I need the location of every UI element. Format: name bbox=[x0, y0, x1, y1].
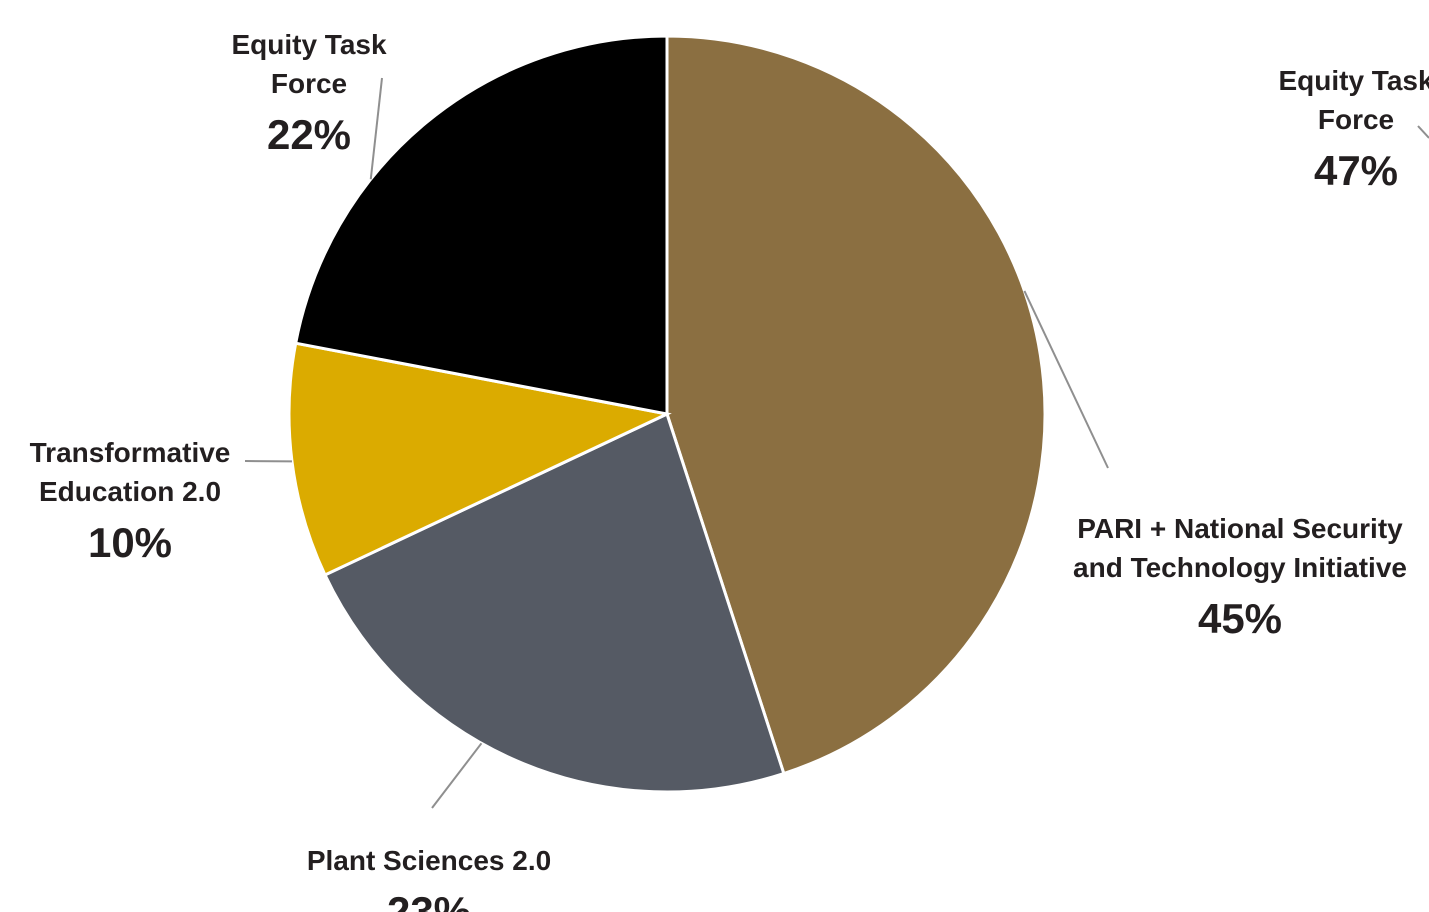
slices-layer bbox=[287, 34, 1047, 794]
offscreen-leader-line bbox=[1417, 125, 1429, 139]
slice-label-plant-sciences-line-1: Plant Sciences 2.0 bbox=[307, 845, 551, 876]
slice-value-label-pari-national-security: 45% bbox=[1198, 595, 1282, 642]
slice-value-label-equity-task-force: 22% bbox=[267, 111, 351, 158]
pie-slice-transformative-education bbox=[287, 341, 672, 577]
offscreen-label-line-1: Equity Task bbox=[1278, 65, 1429, 96]
leader-lines-layer bbox=[244, 77, 1429, 809]
pie-slice-plant-sciences bbox=[322, 411, 786, 794]
pie-slice-equity-task-force bbox=[293, 34, 669, 416]
leader-line-pari-national-security bbox=[1023, 290, 1109, 469]
slice-label-equity-task-force-line-2: Force bbox=[271, 68, 347, 99]
slice-value-label-plant-sciences: 23% bbox=[387, 888, 471, 912]
leader-line-equity-task-force bbox=[369, 77, 383, 180]
slice-label-equity-task-force-line-1: Equity Task bbox=[231, 29, 387, 60]
offscreen-value-label: 47% bbox=[1314, 147, 1398, 194]
offscreen-label-line-2: Force bbox=[1318, 104, 1394, 135]
slice-label-transformative-education-line-2: Education 2.0 bbox=[39, 476, 221, 507]
slice-label-transformative-education-line-1: Transformative bbox=[30, 437, 231, 468]
labels-layer: PARI + National Security and Technology I… bbox=[30, 29, 1429, 912]
pie-slice-pari-national-security bbox=[665, 34, 1047, 776]
slice-label-pari-national-security-line-1: PARI + National Security bbox=[1077, 513, 1403, 544]
leader-line-plant-sciences bbox=[431, 742, 483, 809]
slice-value-label-transformative-education: 10% bbox=[88, 519, 172, 566]
slice-label-pari-national-security-line-2: and Technology Initiative bbox=[1073, 552, 1407, 583]
